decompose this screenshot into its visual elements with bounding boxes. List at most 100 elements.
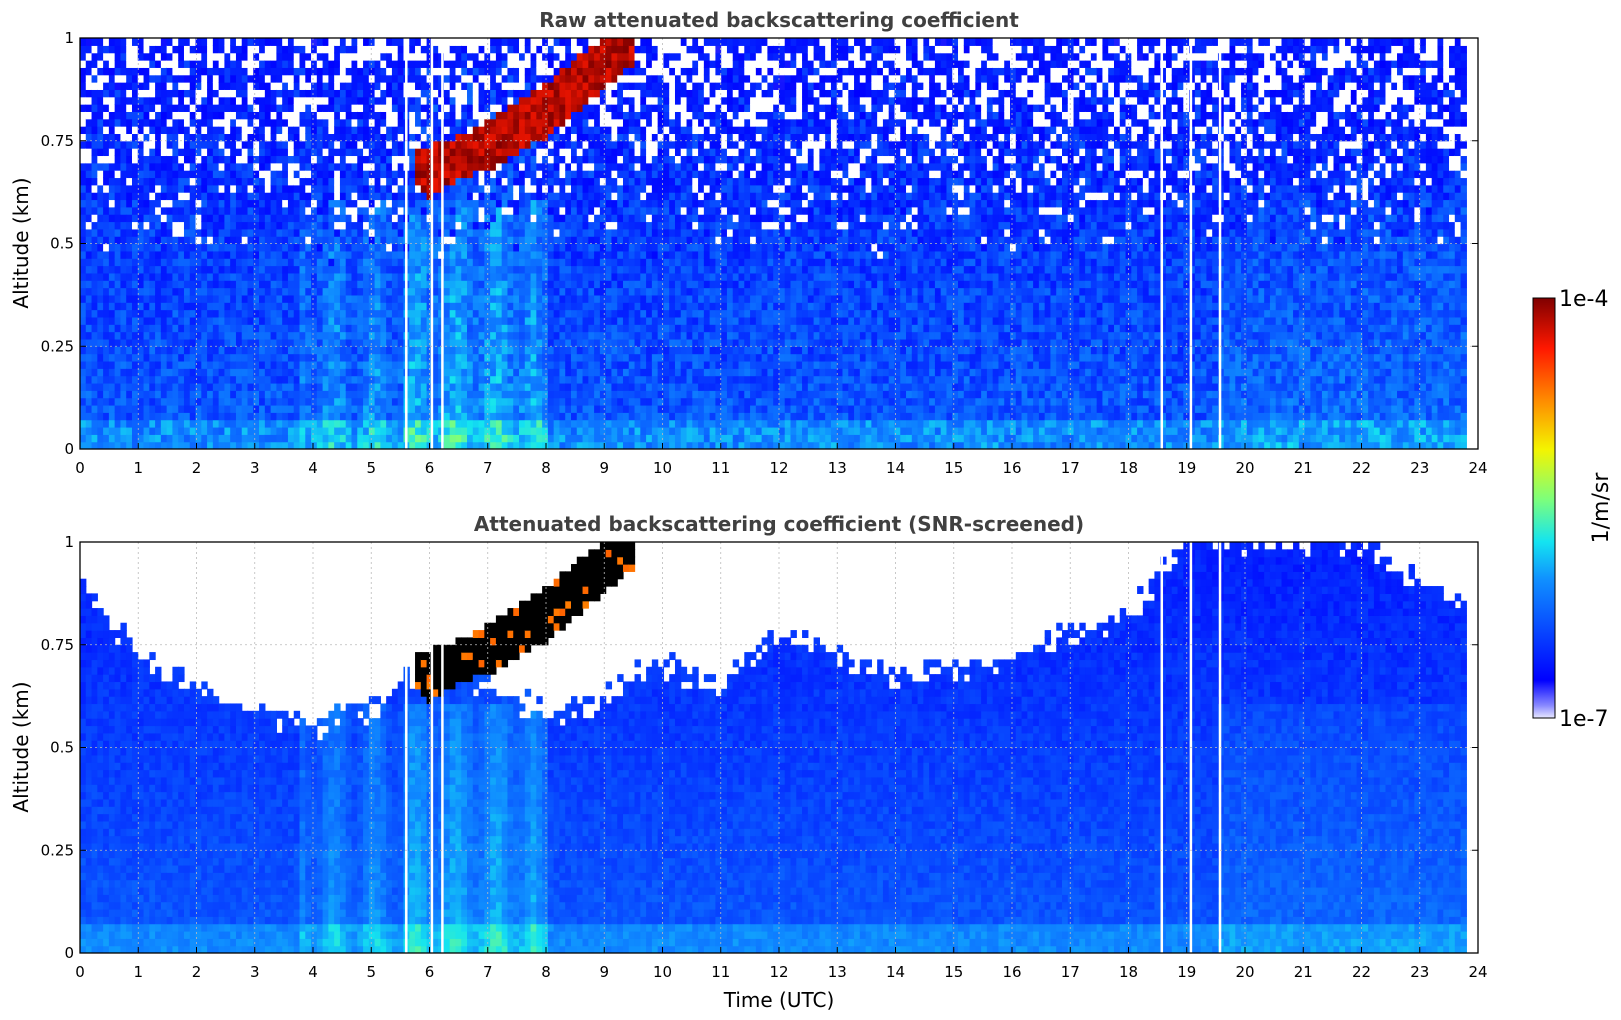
heatmap-cell (241, 111, 249, 120)
heatmap-cell (374, 89, 381, 98)
heatmap-cell (397, 390, 405, 399)
heatmap-cell (455, 228, 462, 237)
heatmap-cell (380, 148, 387, 157)
heatmap-cell (576, 324, 584, 333)
heatmap-cell (519, 140, 526, 149)
heatmap-cell (80, 382, 87, 391)
heatmap-cell (80, 67, 87, 76)
heatmap-cell (85, 243, 93, 252)
heatmap-cell (212, 74, 220, 83)
heatmap-cell (432, 60, 439, 68)
heatmap-cell (501, 338, 509, 347)
heatmap-cell (524, 397, 532, 406)
heatmap-cell (339, 250, 347, 259)
heatmap-cell (368, 258, 376, 267)
heatmap-cell (287, 148, 295, 157)
heatmap-cell (253, 162, 260, 171)
heatmap-cell (97, 52, 104, 61)
heatmap-cell (282, 221, 289, 230)
heatmap-cell (160, 390, 168, 399)
heatmap-cell (189, 338, 197, 347)
heatmap-cell (409, 214, 416, 223)
heatmap-cell (386, 434, 393, 443)
heatmap-cell (519, 324, 526, 333)
heatmap-cell (553, 104, 561, 112)
heatmap-cell (415, 243, 422, 252)
heatmap-cell (472, 133, 480, 142)
heatmap-cell (178, 104, 185, 112)
heatmap-cell (108, 214, 116, 223)
heatmap-cell (160, 96, 168, 105)
heatmap-cell (328, 118, 335, 127)
heatmap-cell (293, 192, 301, 201)
heatmap-cell (80, 126, 87, 135)
heatmap-cell (143, 412, 150, 421)
heatmap-cell (380, 397, 387, 406)
heatmap-cell (183, 60, 191, 68)
heatmap-cell (542, 133, 549, 142)
heatmap-cell (282, 45, 289, 54)
heatmap-cell (131, 324, 139, 333)
heatmap-cell (293, 74, 301, 83)
heatmap-cell (513, 45, 520, 54)
heatmap-cell (415, 221, 422, 230)
heatmap-cell (270, 265, 277, 274)
heatmap-cell (270, 375, 277, 384)
heatmap-cell (536, 126, 543, 135)
heatmap-cell (478, 96, 485, 105)
heatmap-cell (328, 126, 335, 135)
heatmap-cell (293, 221, 301, 230)
heatmap-cell (287, 184, 295, 193)
heatmap-cell (230, 302, 237, 311)
heatmap-cell (91, 397, 98, 406)
heatmap-cell (449, 294, 457, 303)
heatmap-cell (322, 118, 329, 127)
heatmap-cell (183, 38, 191, 46)
heatmap-cell (311, 214, 318, 223)
heatmap-cell (345, 192, 353, 201)
heatmap-cell (397, 177, 405, 186)
heatmap-cell (519, 221, 526, 230)
heatmap-cell (91, 74, 98, 83)
heatmap-cell (212, 214, 220, 223)
heatmap-cell (212, 346, 220, 355)
heatmap-cell (166, 338, 174, 347)
heatmap-cell (201, 192, 208, 201)
heatmap-cell (524, 214, 532, 223)
heatmap-cell (311, 126, 318, 135)
heatmap-cell (247, 89, 254, 98)
heatmap-cell (513, 170, 520, 179)
heatmap-cell (559, 346, 566, 355)
heatmap-cell (241, 346, 249, 355)
heatmap-cell (270, 126, 277, 135)
heatmap-cell (420, 426, 428, 435)
heatmap-cell (172, 206, 179, 215)
heatmap-cell (91, 67, 98, 76)
heatmap-cell (461, 353, 468, 362)
heatmap-cell (409, 126, 416, 135)
heatmap-cell (449, 412, 457, 421)
heatmap-cell (218, 177, 226, 186)
heatmap-cell (270, 221, 277, 230)
heatmap-cell (495, 397, 503, 406)
heatmap-cell (397, 184, 405, 193)
heatmap-cell (287, 412, 295, 421)
heatmap-cell (247, 140, 254, 149)
heatmap-cell (432, 280, 439, 289)
heatmap-cell (131, 45, 139, 54)
heatmap-cell (461, 375, 468, 384)
heatmap-cell (311, 206, 318, 215)
heatmap-cell (455, 111, 462, 120)
heatmap-cell (478, 126, 485, 135)
heatmap-cell (305, 162, 312, 171)
heatmap-cell (131, 353, 139, 362)
heatmap-cell (264, 346, 272, 355)
heatmap-cell (189, 272, 197, 281)
heatmap-cell (530, 250, 537, 259)
heatmap-cell (386, 280, 393, 289)
heatmap-cell (178, 199, 185, 208)
heatmap-cell (397, 60, 405, 68)
heatmap-cell (571, 375, 578, 384)
heatmap-cell (172, 184, 179, 193)
heatmap-cell (270, 287, 277, 296)
